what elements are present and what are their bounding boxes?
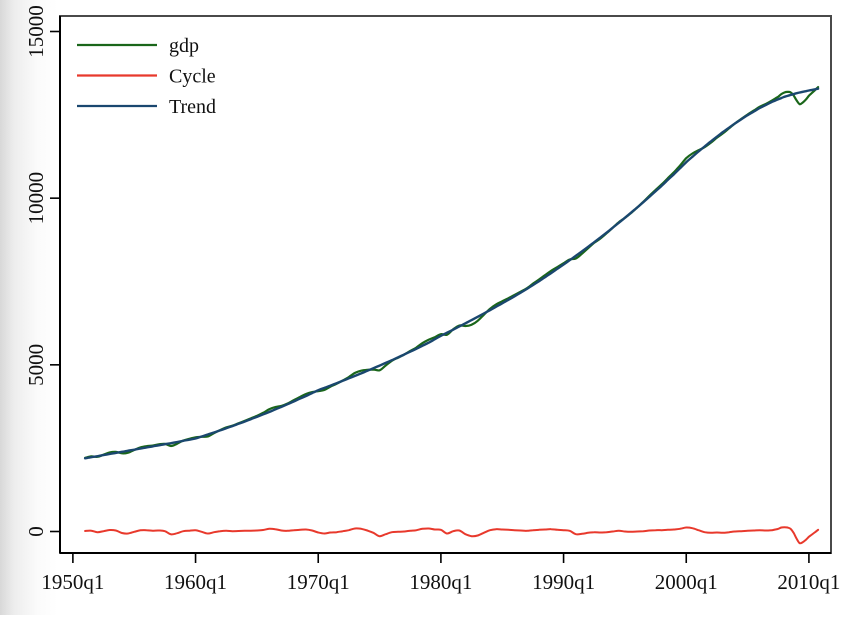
legend-label-cycle: Cycle bbox=[169, 66, 216, 88]
y-tick-label: 15000 bbox=[24, 5, 48, 58]
y-tick-label: 5000 bbox=[24, 344, 48, 386]
plot-frame bbox=[59, 15, 832, 554]
y-tick-label: 0 bbox=[24, 526, 48, 537]
x-tick-label: 1990q1 bbox=[532, 570, 595, 594]
legend-item-trend: Trend bbox=[77, 96, 216, 118]
x-tick-label: 1980q1 bbox=[409, 570, 472, 594]
legend-label-gdp: gdp bbox=[169, 35, 199, 57]
x-tick-label: 2010q1 bbox=[777, 570, 840, 594]
legend-label-trend: Trend bbox=[169, 96, 216, 118]
legend-item-cycle: Cycle bbox=[77, 66, 216, 88]
y-tick-label: 10000 bbox=[24, 172, 48, 225]
trend-line bbox=[83, 87, 820, 460]
x-tick-label: 1970q1 bbox=[287, 570, 350, 594]
legend-item-gdp: gdp bbox=[77, 35, 199, 57]
cycle-line bbox=[84, 526, 820, 545]
x-tick-label: 2000q1 bbox=[655, 570, 718, 594]
x-tick-label: 1960q1 bbox=[164, 570, 227, 594]
x-tick-label: 1950q1 bbox=[41, 570, 104, 594]
